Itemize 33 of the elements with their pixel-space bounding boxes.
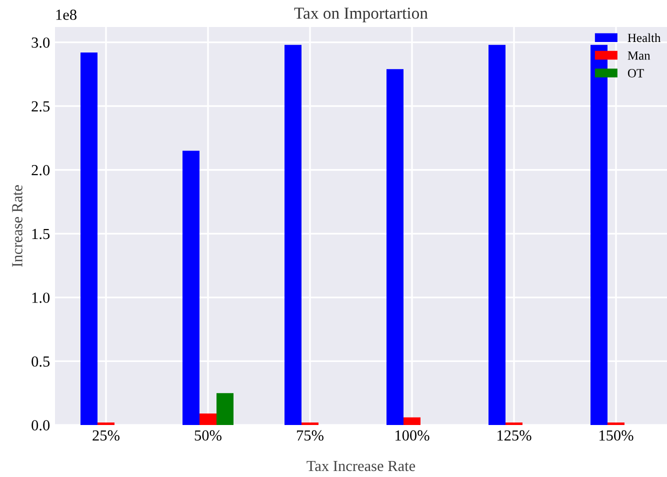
y-axis-title: Increase Rate bbox=[12, 185, 22, 267]
text: 1e8 bbox=[56, 10, 76, 20]
x-tick-label: 25% bbox=[92, 430, 120, 441]
bar bbox=[608, 422, 624, 425]
y-tick-label: 3.0 bbox=[32, 37, 50, 48]
bar bbox=[506, 422, 522, 425]
bar bbox=[386, 69, 404, 425]
x-tick-label: 75% bbox=[297, 430, 324, 441]
x-axis-title: Tax Increase Rate bbox=[306, 460, 416, 472]
x-tick-label: 125% bbox=[498, 430, 532, 441]
chart-title: Tax on Importartion bbox=[294, 8, 428, 22]
x-tick-label: 150% bbox=[600, 430, 634, 441]
bar bbox=[98, 422, 114, 425]
y-tick-label: 0.5 bbox=[32, 356, 50, 367]
y-tick-label: 0.0 bbox=[32, 420, 50, 431]
bar bbox=[216, 393, 234, 425]
legend-label: OT bbox=[628, 69, 644, 78]
bar bbox=[284, 44, 302, 425]
y-tick-label: 1.5 bbox=[32, 228, 50, 240]
legend-label: Health bbox=[628, 33, 661, 42]
bar bbox=[80, 52, 98, 425]
y-tick-label: 2.5 bbox=[32, 101, 50, 112]
bar bbox=[200, 414, 216, 425]
bar bbox=[488, 44, 506, 425]
bar bbox=[182, 150, 200, 425]
y-tick-label: 1.0 bbox=[32, 292, 50, 303]
bar bbox=[404, 417, 420, 425]
bar bbox=[590, 44, 608, 425]
x-tick-label: 50% bbox=[194, 430, 222, 441]
bar bbox=[302, 422, 318, 425]
y-tick-label: 2.0 bbox=[32, 165, 50, 176]
x-tick-label: 100% bbox=[396, 430, 430, 441]
legend-label: Man bbox=[628, 51, 650, 60]
